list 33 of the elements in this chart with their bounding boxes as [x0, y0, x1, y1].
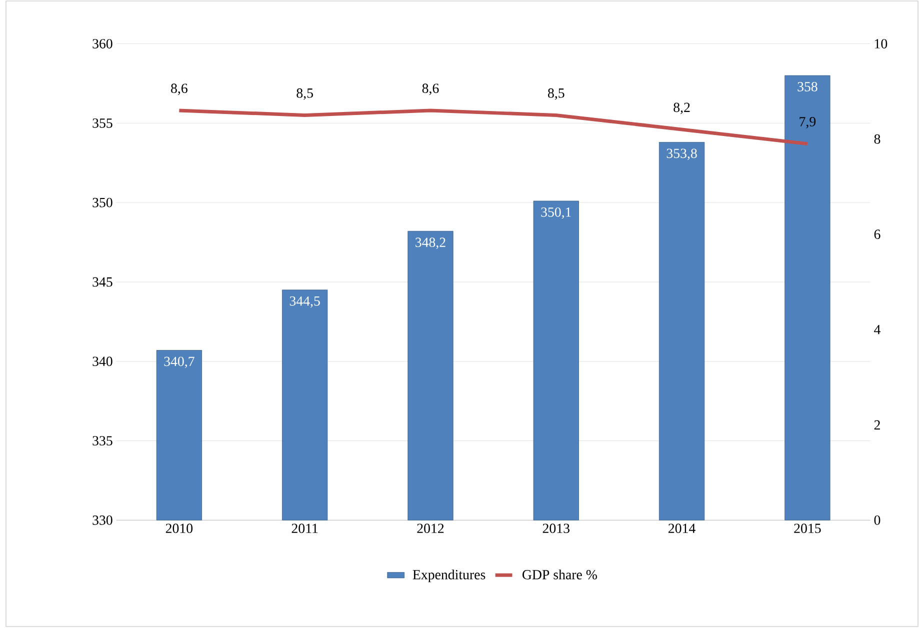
- data-label: 8,6: [171, 84, 188, 96]
- y-tick-label: 340: [92, 356, 112, 366]
- legend-label: GDP share %: [522, 570, 597, 580]
- y-tick-label: 360: [92, 39, 112, 49]
- y2-tick-label: 6: [874, 230, 880, 240]
- y-tick-label: 335: [92, 436, 112, 446]
- x-tick-label: 2013: [542, 524, 570, 534]
- y-tick-label: 350: [92, 198, 112, 208]
- y2-tick-label: 2: [874, 420, 880, 430]
- data-label: 348,2: [416, 238, 446, 250]
- y2-tick-label: 8: [874, 134, 880, 144]
- y2-tick-label: 10: [874, 39, 888, 49]
- data-label: 358: [798, 82, 818, 92]
- data-label: 340,7: [164, 356, 194, 368]
- data-label: 344,5: [290, 296, 320, 308]
- x-tick-label: 2014: [668, 524, 696, 534]
- data-label: 8,5: [548, 88, 564, 100]
- data-label: 353,8: [666, 148, 697, 160]
- x-tick-label: 2015: [794, 524, 821, 534]
- y2-tick-label: 4: [874, 325, 880, 334]
- data-label: 8,5: [296, 88, 313, 100]
- x-tick-label: 2012: [417, 524, 444, 534]
- y-tick-label: 330: [92, 516, 112, 526]
- data-label: 8,6: [422, 84, 439, 96]
- y-tick-label: 345: [92, 278, 112, 287]
- legend-label: Expenditures: [412, 570, 486, 582]
- x-tick-label: 2010: [166, 524, 193, 534]
- data-label: 7,9: [800, 117, 816, 129]
- data-label: 350,1: [541, 208, 571, 220]
- x-tick-label: 2011: [292, 524, 318, 534]
- data-label: 8,2: [674, 102, 690, 114]
- y-tick-label: 355: [92, 118, 112, 128]
- y2-tick-label: 0: [874, 516, 880, 526]
